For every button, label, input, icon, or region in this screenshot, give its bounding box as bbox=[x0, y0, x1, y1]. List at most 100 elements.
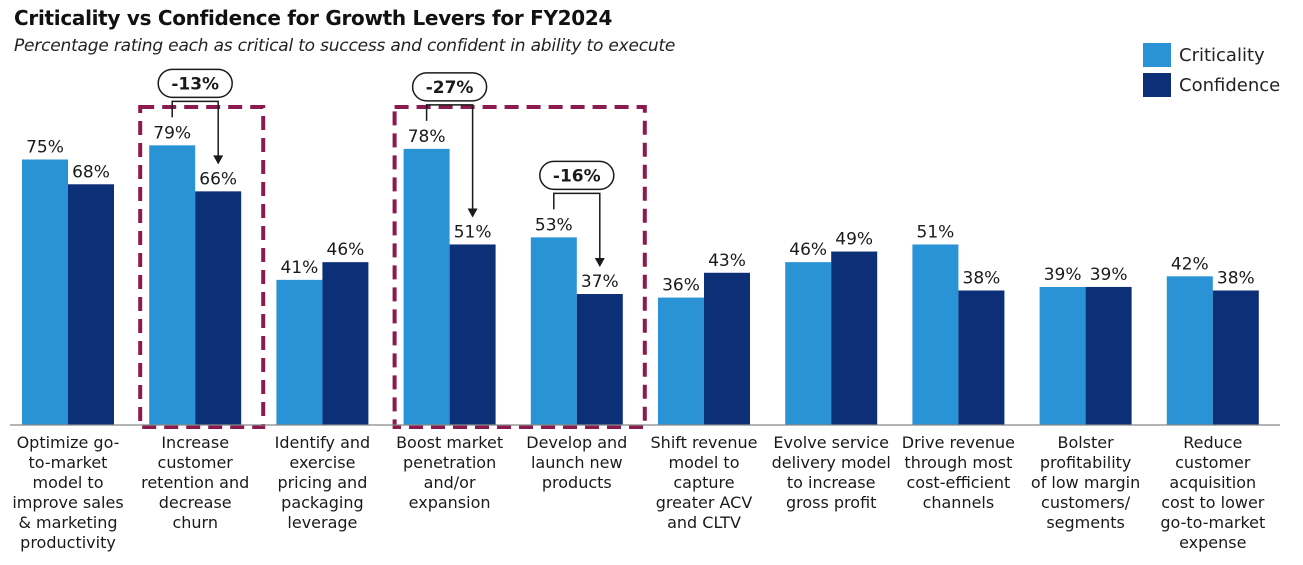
criticality-bar-4 bbox=[530, 237, 577, 425]
criticality-label-9: 42% bbox=[1171, 254, 1209, 274]
category-label-7-3: channels bbox=[923, 493, 995, 512]
legend-item-confidence: Confidence bbox=[1143, 70, 1280, 100]
confidence-label-8: 39% bbox=[1090, 265, 1128, 285]
confidence-label-3: 51% bbox=[454, 222, 492, 242]
criticality-label-8: 39% bbox=[1044, 265, 1082, 285]
criticality-label-5: 36% bbox=[662, 276, 700, 296]
category-label-3-3: expansion bbox=[409, 493, 491, 512]
category-label-2-4: leverage bbox=[287, 513, 357, 532]
category-label-7-1: through most bbox=[904, 453, 1012, 472]
confidence-label-9: 38% bbox=[1217, 268, 1255, 288]
category-label-4-1: launch new bbox=[531, 453, 623, 472]
confidence-bar-8 bbox=[1085, 286, 1132, 425]
criticality-label-7: 51% bbox=[917, 222, 955, 242]
category-label-6-0: Evolve service bbox=[773, 433, 889, 452]
annotation-connector-1 bbox=[425, 104, 474, 217]
category-label-0-4: & marketing bbox=[18, 513, 117, 532]
category-label-4-2: products bbox=[542, 473, 612, 492]
category-label-8-4: segments bbox=[1046, 513, 1125, 532]
legend-swatch-criticality bbox=[1143, 43, 1171, 67]
category-label-5-3: greater ACV bbox=[656, 493, 753, 512]
annotation-arrowhead-1 bbox=[467, 208, 478, 218]
category-label-6-2: to increase bbox=[787, 473, 876, 492]
category-label-7-2: cost-efficient bbox=[907, 473, 1011, 492]
highlight-box-0 bbox=[138, 105, 266, 429]
legend-label-criticality: Criticality bbox=[1179, 44, 1265, 66]
criticality-bar-8 bbox=[1039, 286, 1086, 425]
confidence-bar-3 bbox=[449, 244, 496, 425]
chart-subtitle: Percentage rating each as critical to su… bbox=[14, 36, 676, 56]
category-label-3-2: and/or bbox=[424, 473, 476, 492]
confidence-label-5: 43% bbox=[708, 251, 746, 271]
confidence-bar-7 bbox=[958, 290, 1005, 425]
category-label-8-0: Bolster bbox=[1057, 433, 1114, 452]
confidence-bar-6 bbox=[831, 251, 878, 425]
category-label-1-4: churn bbox=[172, 513, 218, 532]
category-label-9-5: expense bbox=[1179, 533, 1246, 552]
category-label-2-2: pricing and bbox=[277, 473, 367, 492]
legend-item-criticality: Criticality bbox=[1143, 40, 1280, 70]
category-label-0-0: Optimize go- bbox=[17, 433, 120, 452]
confidence-label-7: 38% bbox=[963, 268, 1001, 288]
category-label-3-0: Boost market bbox=[396, 433, 503, 452]
category-label-0-2: model to bbox=[33, 473, 104, 492]
criticality-label-3: 78% bbox=[408, 127, 446, 147]
confidence-label-6: 49% bbox=[835, 230, 873, 250]
category-label-9-2: acquisition bbox=[1169, 473, 1256, 492]
category-label-2-1: exercise bbox=[289, 453, 355, 472]
category-label-0-1: to-market bbox=[29, 453, 108, 472]
criticality-label-6: 46% bbox=[789, 240, 827, 260]
category-label-9-1: customer bbox=[1175, 453, 1251, 472]
criticality-bar-2 bbox=[276, 279, 323, 425]
confidence-bar-1 bbox=[195, 191, 242, 425]
legend-swatch-confidence bbox=[1143, 73, 1171, 97]
category-label-5-2: capture bbox=[673, 473, 734, 492]
category-label-0-3: improve sales bbox=[12, 493, 123, 512]
category-label-1-0: Increase bbox=[161, 433, 229, 452]
chart-legend: Criticality Confidence bbox=[1143, 40, 1280, 100]
annotation-text-1: -27% bbox=[426, 78, 474, 98]
category-label-5-0: Shift revenue bbox=[651, 433, 758, 452]
category-label-8-3: customers/ bbox=[1041, 493, 1131, 512]
legend-label-confidence: Confidence bbox=[1179, 74, 1281, 96]
category-label-1-1: customer bbox=[158, 453, 234, 472]
confidence-label-1: 66% bbox=[199, 169, 237, 189]
category-label-8-2: of low margin bbox=[1031, 473, 1140, 492]
annotation-pill-0 bbox=[157, 68, 233, 99]
confidence-bar-0 bbox=[68, 184, 114, 425]
confidence-bar-5 bbox=[704, 272, 750, 425]
highlight-box-1 bbox=[392, 105, 647, 429]
category-label-9-3: cost to lower bbox=[1161, 493, 1265, 512]
confidence-bar-4 bbox=[576, 294, 623, 425]
annotation-pill-2 bbox=[539, 160, 615, 191]
confidence-bar-2 bbox=[322, 262, 369, 425]
category-label-0-5: productivity bbox=[20, 533, 116, 552]
category-label-1-2: retention and bbox=[141, 473, 249, 492]
category-label-5-4: and CLTV bbox=[667, 513, 741, 532]
annotation-text-0: -13% bbox=[171, 74, 219, 94]
annotation-text-2: -16% bbox=[553, 166, 601, 186]
annotation-pill-1 bbox=[411, 72, 488, 102]
category-label-1-3: decrease bbox=[159, 493, 232, 512]
category-label-4-0: Develop and bbox=[526, 433, 627, 452]
confidence-bar-9 bbox=[1212, 290, 1259, 425]
criticality-bar-7 bbox=[912, 244, 959, 425]
chart-title: Criticality vs Confidence for Growth Lev… bbox=[14, 6, 613, 30]
criticality-label-2: 41% bbox=[281, 258, 319, 278]
category-label-2-0: Identify and bbox=[275, 433, 371, 452]
confidence-label-0: 68% bbox=[72, 162, 110, 182]
criticality-bar-9 bbox=[1166, 276, 1213, 425]
annotation-arrowhead-0 bbox=[213, 155, 224, 165]
confidence-label-4: 37% bbox=[581, 272, 619, 292]
annotation-arrowhead-2 bbox=[594, 258, 605, 268]
category-label-3-1: penetration bbox=[403, 453, 496, 472]
criticality-bar-1 bbox=[149, 145, 196, 425]
criticality-label-4: 53% bbox=[535, 215, 573, 235]
criticality-label-1: 79% bbox=[153, 123, 191, 143]
category-label-5-1: model to bbox=[669, 453, 740, 472]
confidence-label-2: 46% bbox=[327, 240, 365, 260]
criticality-bar-5 bbox=[658, 297, 704, 425]
category-label-9-0: Reduce bbox=[1183, 433, 1242, 452]
category-label-9-4: go-to-market bbox=[1160, 513, 1265, 532]
